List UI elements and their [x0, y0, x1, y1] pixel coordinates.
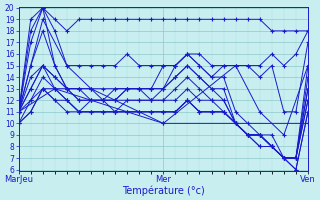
X-axis label: Température (°c): Température (°c) [122, 185, 205, 196]
